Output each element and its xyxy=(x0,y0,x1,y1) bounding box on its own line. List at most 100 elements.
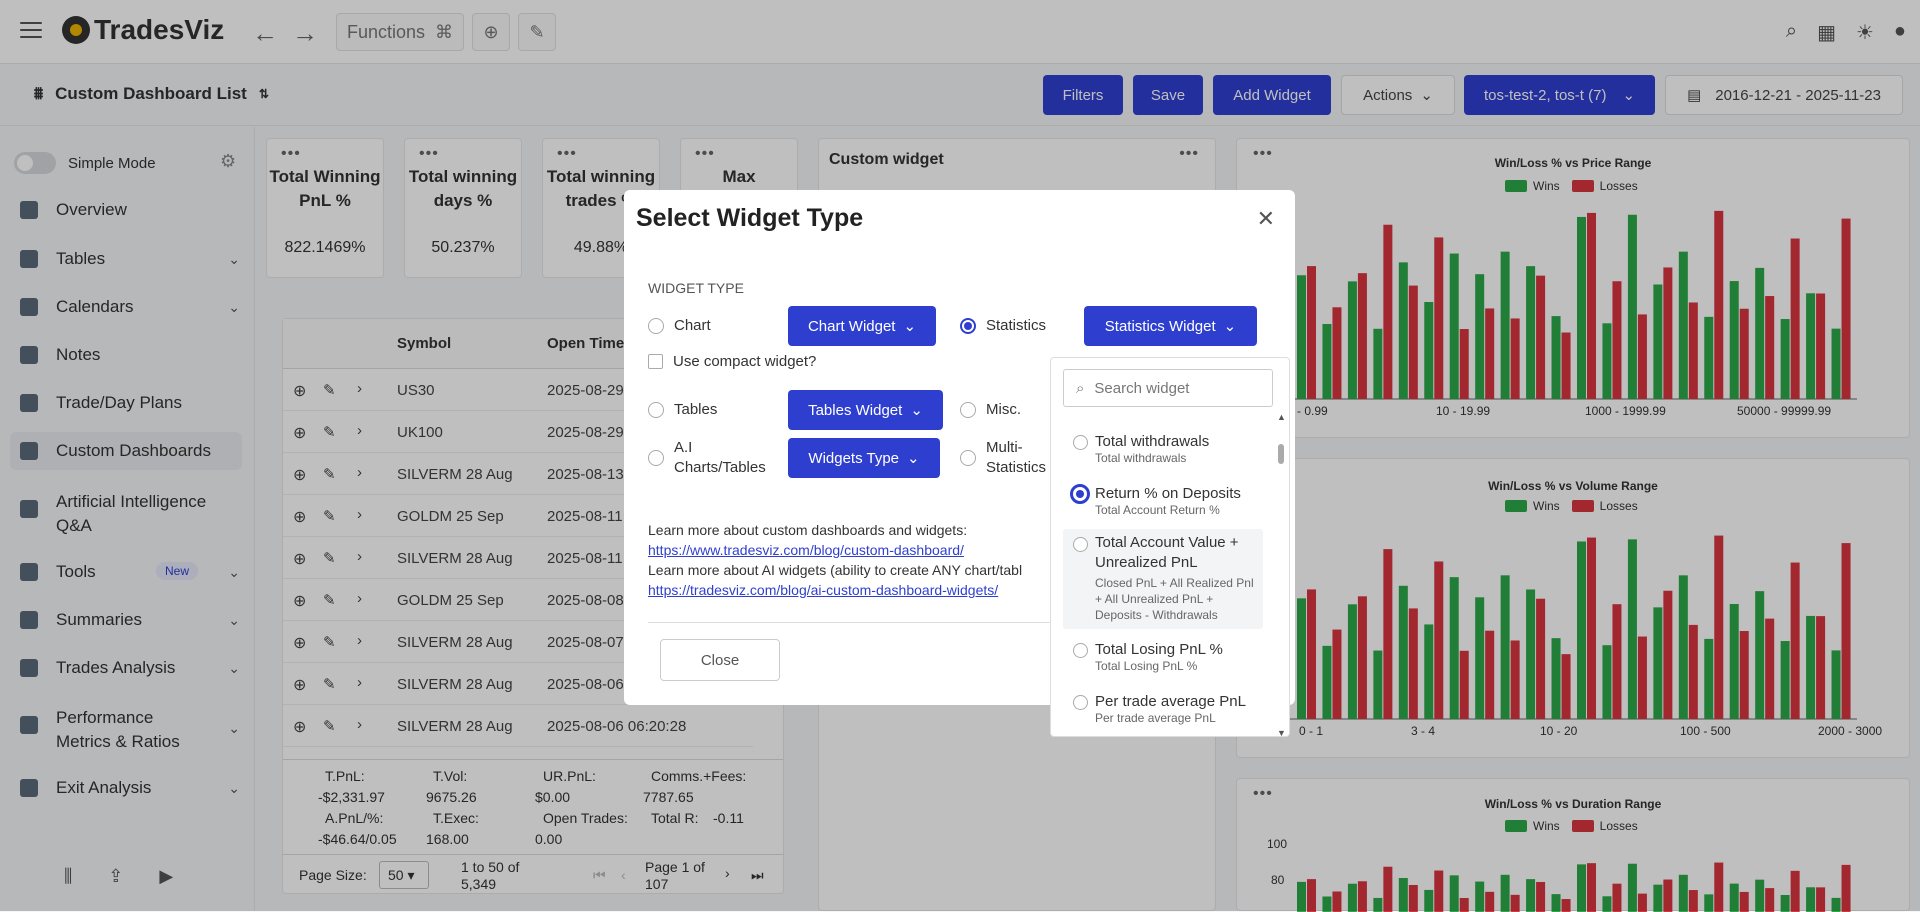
widget-option[interactable]: Per trade average PnL Per trade average … xyxy=(1063,691,1263,731)
add-icon[interactable]: ⊕ xyxy=(472,13,511,51)
table-row[interactable]: ⊕ ✎ › SILVERM 28 Aug 2025-08-13 xyxy=(283,453,753,495)
search-icon[interactable]: ⌕ xyxy=(1785,20,1798,42)
target-icon[interactable]: ⊕ xyxy=(293,509,307,526)
target-icon[interactable]: ⊕ xyxy=(293,551,307,568)
forward-arrow-icon[interactable]: → xyxy=(292,18,318,48)
save-button[interactable]: Save xyxy=(1133,75,1203,115)
sliders-icon[interactable]: ⫼ xyxy=(64,866,73,886)
close-button[interactable]: Close xyxy=(660,639,780,681)
widget-menu-icon[interactable]: ••• xyxy=(1253,145,1273,162)
sidebar-item-trades-analysis[interactable]: Trades Analysis ⌄ xyxy=(20,658,240,678)
back-arrow-icon[interactable]: ← xyxy=(252,18,278,48)
radio-multi-statistics[interactable]: Multi-Statistics xyxy=(960,438,1056,478)
dashboard-list-selector[interactable]: ⩩ Custom Dashboard List ⇅ xyxy=(34,84,269,104)
radio-misc[interactable]: Misc. xyxy=(960,401,1021,418)
target-icon[interactable]: ⊕ xyxy=(293,677,307,694)
sidebar-item-calendars[interactable]: Calendars ⌄ xyxy=(20,297,240,317)
compact-checkbox[interactable]: Use compact widget? xyxy=(648,353,816,370)
edit-icon[interactable]: ✎ xyxy=(323,382,336,399)
simple-mode-toggle[interactable] xyxy=(14,152,56,174)
edit-icon[interactable]: ✎ xyxy=(323,508,336,525)
date-range-picker[interactable]: ▤ 2016-12-21 - 2025-11-23 xyxy=(1665,75,1903,115)
user-avatar-icon[interactable]: ● xyxy=(1893,20,1906,42)
edit-icon[interactable]: ✎ xyxy=(323,466,336,483)
sidebar-item-ai-qa[interactable]: Artificial Intelligence Q&A xyxy=(20,490,240,538)
edit-icon[interactable]: ✎ xyxy=(323,550,336,567)
target-icon[interactable]: ⊕ xyxy=(293,719,307,736)
sidebar-item-summaries[interactable]: Summaries ⌄ xyxy=(20,610,240,630)
table-row[interactable]: ⊕ ✎ › SILVERM 28 Aug 2025-08-06 xyxy=(283,663,753,705)
filters-button[interactable]: Filters xyxy=(1043,75,1123,115)
table-row[interactable]: ⊕ ✎ › UK100 2025-08-29 xyxy=(283,411,753,453)
youtube-icon[interactable]: ▶ xyxy=(159,866,174,886)
table-row[interactable]: ⊕ ✎ › SILVERM 28 Aug 2025-08-06 06:20:28 xyxy=(283,705,753,747)
widget-menu-icon[interactable]: ••• xyxy=(1179,145,1199,162)
widget-menu-icon[interactable]: ••• xyxy=(1253,785,1273,802)
widget-option-selected[interactable]: Return % on Deposits Total Account Retur… xyxy=(1063,483,1263,523)
widget-menu-icon[interactable]: ••• xyxy=(557,145,577,162)
chart-widget-dropdown[interactable]: Chart Widget ⌄ xyxy=(788,306,936,346)
widget-option[interactable]: Total Losing PnL % Total Losing PnL % xyxy=(1063,639,1263,679)
edit-icon[interactable]: ✎ xyxy=(323,424,336,441)
sidebar-item-custom-dashboards[interactable]: Custom Dashboards xyxy=(10,432,242,470)
sidebar-item-overview[interactable]: Overview xyxy=(20,200,240,220)
dropdown-scrollbar[interactable]: ▲ ▼ xyxy=(1277,412,1286,738)
account-selector[interactable]: tos-test-2, tos-t (7) ⌄ xyxy=(1464,75,1655,115)
close-icon[interactable]: ✕ xyxy=(1256,206,1275,231)
table-row[interactable]: ⊕ ✎ › SILVERM 28 Aug 2025-08-07 xyxy=(283,621,753,663)
target-icon[interactable]: ⊕ xyxy=(293,425,307,442)
edit-icon[interactable]: ✎ xyxy=(323,634,336,651)
edit-icon[interactable]: ✎ xyxy=(323,718,336,735)
edit-icon[interactable]: ✎ xyxy=(323,676,336,693)
target-icon[interactable]: ⊕ xyxy=(293,635,307,652)
widget-menu-icon[interactable]: ••• xyxy=(281,145,301,162)
radio-statistics[interactable]: Statistics xyxy=(960,317,1046,334)
logo[interactable]: TradesViz xyxy=(62,14,224,46)
expand-chevron-icon[interactable]: › xyxy=(357,506,362,523)
prev-page-icon[interactable]: ‹ xyxy=(621,867,626,883)
last-page-icon[interactable]: ⏭ xyxy=(751,867,764,883)
expand-chevron-icon[interactable]: › xyxy=(357,548,362,565)
edit-icon[interactable]: ✎ xyxy=(323,592,336,609)
sidebar-item-performance-metrics[interactable]: Performance Metrics & Ratios ⌄ xyxy=(20,706,240,754)
table-row[interactable]: ⊕ ✎ › GOLDM 25 Sep 2025-08-08 xyxy=(283,579,753,621)
widget-menu-icon[interactable]: ••• xyxy=(695,145,715,162)
widget-option[interactable]: Total withdrawals Total withdrawals xyxy=(1063,431,1263,471)
column-header-symbol[interactable]: Symbol xyxy=(397,335,452,352)
actions-button[interactable]: Actions ⌄ xyxy=(1341,75,1455,115)
column-header-open-times[interactable]: Open Times xyxy=(547,335,633,352)
target-icon[interactable]: ⊕ xyxy=(293,593,307,610)
expand-chevron-icon[interactable]: › xyxy=(357,716,362,733)
menu-icon[interactable] xyxy=(20,22,42,40)
theme-sun-icon[interactable]: ☀ xyxy=(1855,22,1874,44)
sidebar-item-tools[interactable]: Tools New ⌄ xyxy=(20,562,240,582)
page-size-select[interactable]: 50 ▾ xyxy=(379,861,429,889)
statistics-widget-dropdown[interactable]: Statistics Widget ⌄ xyxy=(1084,306,1257,346)
radio-ai[interactable]: A.I Charts/Tables xyxy=(648,438,766,478)
expand-chevron-icon[interactable]: › xyxy=(357,674,362,691)
expand-chevron-icon[interactable]: › xyxy=(357,590,362,607)
expand-chevron-icon[interactable]: › xyxy=(357,632,362,649)
tables-widget-dropdown[interactable]: Tables Widget ⌄ xyxy=(788,390,943,430)
sidebar-item-trade-day-plans[interactable]: Trade/Day Plans xyxy=(20,393,240,413)
scrollbar-thumb[interactable] xyxy=(1278,444,1284,464)
expand-chevron-icon[interactable]: › xyxy=(357,464,362,481)
ai-widgets-link[interactable]: https://tradesviz.com/blog/ai-custom-das… xyxy=(648,582,999,598)
ai-widgets-type-dropdown[interactable]: Widgets Type ⌄ xyxy=(788,438,940,478)
sidebar-item-notes[interactable]: Notes xyxy=(20,345,240,365)
functions-button[interactable]: Functions ⌘ xyxy=(336,13,465,51)
table-row[interactable]: ⊕ ✎ › GOLDM 25 Sep 2025-08-11 xyxy=(283,495,753,537)
widget-option[interactable]: Total Account Value + Unrealized PnL Clo… xyxy=(1063,529,1263,629)
settings-gear-icon[interactable]: ⚙ xyxy=(220,151,237,171)
ai-chat-icon[interactable]: ✎ xyxy=(518,13,557,51)
search-widget-input[interactable]: ⌕ Search widget xyxy=(1063,369,1273,407)
radio-tables[interactable]: Tables xyxy=(648,401,717,418)
expand-chevron-icon[interactable]: › xyxy=(357,380,362,397)
apps-grid-icon[interactable]: ▦ xyxy=(1817,22,1836,44)
table-row[interactable]: ⊕ ✎ › SILVERM 28 Aug 2025-08-11 xyxy=(283,537,753,579)
table-row[interactable]: ⊕ ✎ › US30 2025-08-29 xyxy=(283,369,753,411)
sidebar-item-tables[interactable]: Tables ⌄ xyxy=(20,249,240,269)
target-icon[interactable]: ⊕ xyxy=(293,467,307,484)
expand-chevron-icon[interactable]: › xyxy=(357,422,362,439)
target-icon[interactable]: ⊕ xyxy=(293,383,307,400)
